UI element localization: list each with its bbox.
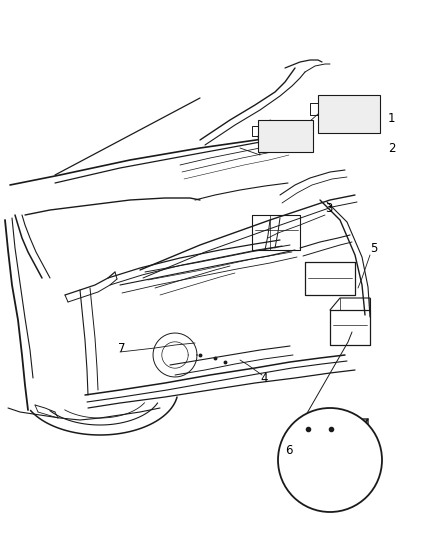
Text: 6: 6	[285, 443, 293, 456]
Circle shape	[278, 408, 382, 512]
Text: 4: 4	[260, 372, 268, 384]
Text: 5: 5	[370, 241, 378, 254]
Text: 1: 1	[388, 111, 396, 125]
Text: 7: 7	[118, 342, 126, 354]
Text: 3: 3	[325, 201, 332, 214]
FancyBboxPatch shape	[258, 120, 313, 152]
Text: 2: 2	[388, 141, 396, 155]
FancyBboxPatch shape	[318, 95, 380, 133]
